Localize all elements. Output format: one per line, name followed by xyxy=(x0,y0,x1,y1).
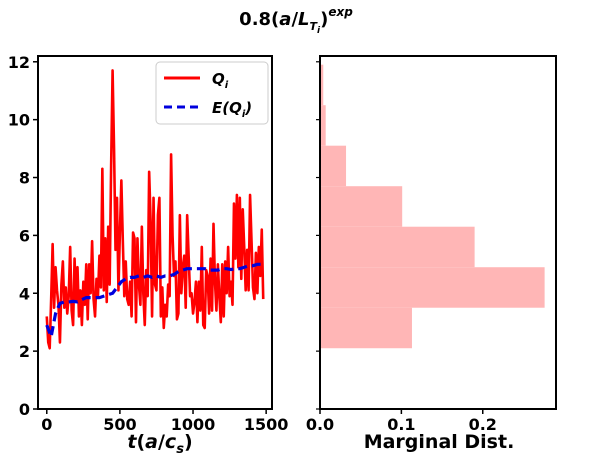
histogram-bar xyxy=(320,226,475,268)
left-x-tick-label: 0 xyxy=(41,415,52,434)
legend-label-expectation: E(Qi) xyxy=(212,99,252,120)
right-panel: 0.0 0.1 0.2 Marginal Dist. xyxy=(306,55,557,453)
left-y-tick-label: 2 xyxy=(19,342,30,361)
histogram-bar xyxy=(320,64,324,106)
left-y-tick-label: 0 xyxy=(19,400,30,419)
right-x-tick-label: 0.1 xyxy=(387,415,415,434)
histogram-bar xyxy=(320,186,403,227)
left-y-tick-label: 12 xyxy=(8,53,30,72)
histogram-bar xyxy=(320,307,412,349)
legend: Qi E(Qi) xyxy=(155,61,269,125)
left-y-tick-label: 8 xyxy=(19,169,30,188)
left-series-layer xyxy=(45,69,265,350)
series-line-qi xyxy=(45,69,265,350)
histogram-bar xyxy=(320,105,326,146)
series-line-expectation-qi xyxy=(45,262,264,339)
legend-label-qi: Qi xyxy=(212,70,229,91)
chart-title: 0.8(a/LTi)exp xyxy=(239,5,353,36)
left-plot-frame xyxy=(37,55,273,410)
right-axis-ticks: 0.0 0.1 0.2 xyxy=(306,61,497,434)
right-plot-frame xyxy=(319,55,557,410)
left-y-tick-label: 6 xyxy=(19,226,30,245)
left-x-axis-label: t(a/cs) xyxy=(127,431,192,456)
left-y-tick-label: 10 xyxy=(8,111,30,130)
left-y-tick-label: 4 xyxy=(19,284,30,303)
right-x-axis-label: Marginal Dist. xyxy=(364,431,515,453)
left-x-tick-label: 1000 xyxy=(171,415,216,434)
left-x-tick-label: 500 xyxy=(103,415,136,434)
histogram-bar xyxy=(320,267,545,308)
left-axis-ticks: 0 2 4 6 8 10 12 0 500 1000 1500 xyxy=(8,53,289,434)
left-x-tick-label: 1500 xyxy=(244,415,289,434)
histogram-bar xyxy=(320,145,347,187)
histogram-layer xyxy=(320,64,545,349)
right-x-tick-label: 0.0 xyxy=(306,415,334,434)
right-x-tick-label: 0.2 xyxy=(469,415,497,434)
left-panel: 0 2 4 6 8 10 12 0 500 1000 1500 Qi E(Qi) t(a/cs) xyxy=(8,53,289,456)
